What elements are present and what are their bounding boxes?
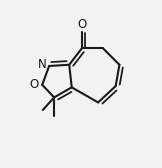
Text: O: O (30, 78, 39, 91)
Text: N: N (38, 58, 47, 71)
Text: O: O (77, 18, 86, 31)
